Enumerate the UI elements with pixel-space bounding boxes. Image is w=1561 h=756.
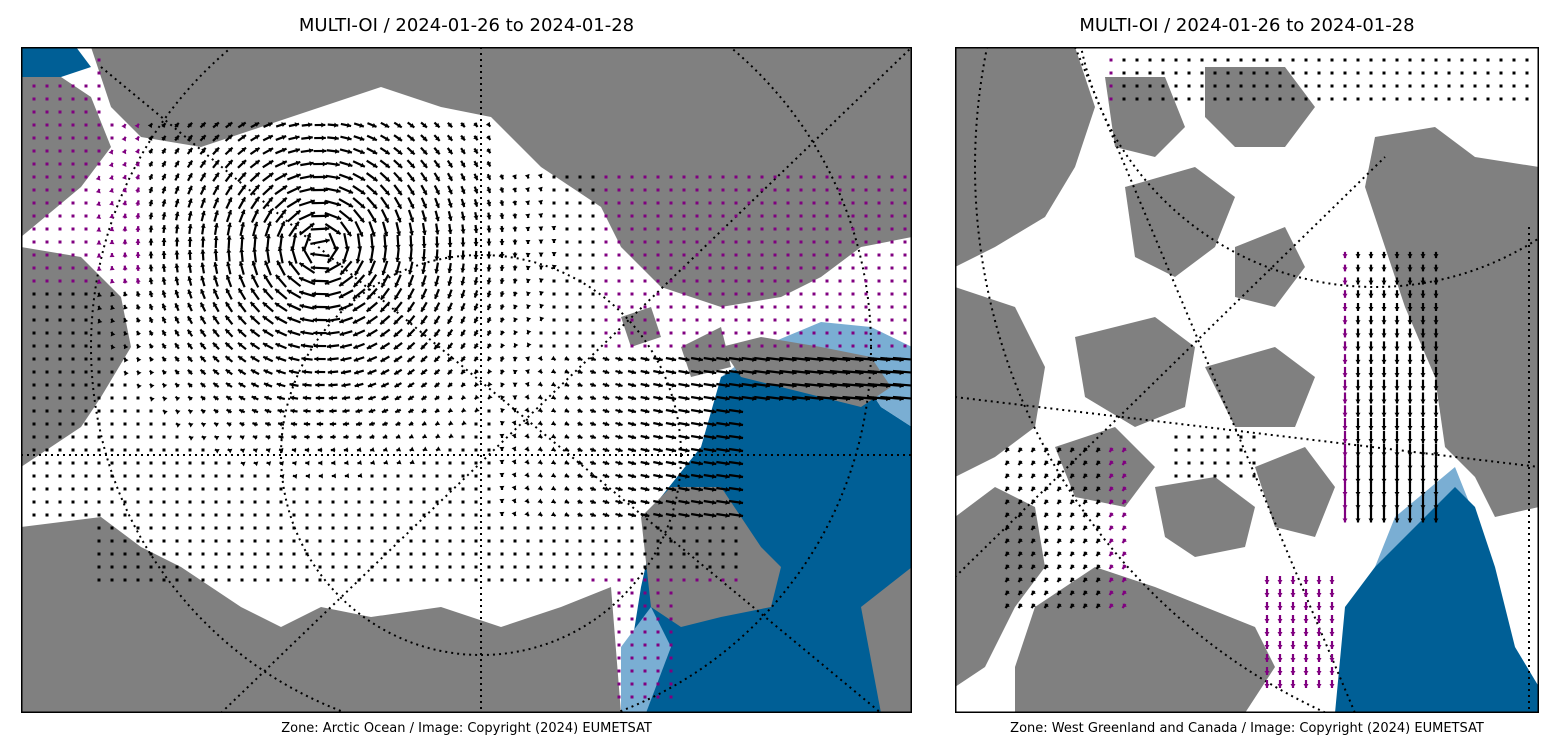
- land-layer: [21, 47, 912, 713]
- west-greenland-canada-map[interactable]: [955, 47, 1539, 713]
- graticule-lines: [955, 47, 1539, 713]
- right-map-title: MULTI-OI / 2024-01-26 to 2024-01-28: [1079, 15, 1415, 36]
- left-map-caption: Zone: Arctic Ocean / Image: Copyright (2…: [281, 721, 652, 736]
- map-frame: [955, 47, 1539, 713]
- ice-drift-vectors: [1004, 58, 1529, 688]
- right-map-caption: Zone: West Greenland and Canada / Image:…: [1010, 721, 1484, 736]
- arctic-ocean-map[interactable]: [21, 47, 912, 713]
- left-map-title: MULTI-OI / 2024-01-26 to 2024-01-28: [298, 15, 635, 36]
- ice-drift-vectors: [32, 58, 912, 699]
- map-frame: [21, 47, 912, 713]
- land-layer: [955, 47, 1539, 713]
- open-water-layer: [1335, 467, 1539, 713]
